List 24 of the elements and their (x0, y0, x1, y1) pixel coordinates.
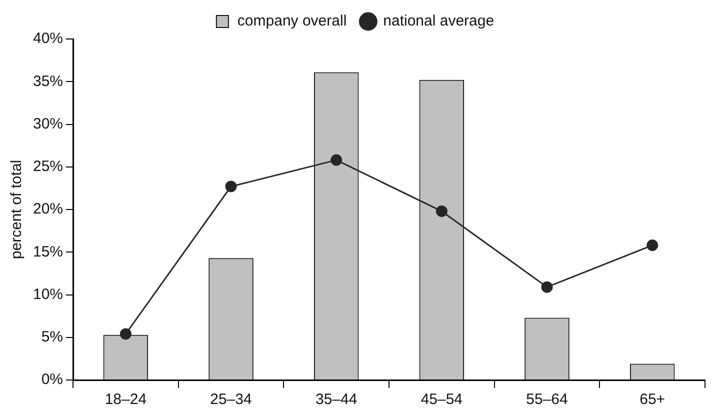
point (541, 281, 553, 293)
x-tick-label: 35–44 (315, 391, 358, 408)
point (646, 240, 658, 252)
point (225, 180, 237, 192)
y-tick-label: 10% (32, 286, 64, 303)
point (436, 205, 448, 217)
point (330, 154, 342, 166)
y-tick-label: 5% (41, 328, 64, 346)
x-tick-label: 45–54 (420, 391, 463, 408)
y-tick-label: 30% (32, 115, 64, 132)
point (120, 328, 132, 340)
y-axis-title: percent of total (8, 160, 26, 260)
y-tick-label: 40% (32, 30, 64, 48)
y-tick-label: 35% (32, 72, 64, 90)
x-tick-label: 25–34 (210, 391, 252, 408)
y-tick-label: 0% (41, 371, 64, 388)
y-tick-label: 25% (32, 158, 64, 176)
x-tick-label: 65+ (640, 391, 666, 408)
legend-label: national average (383, 12, 494, 30)
legend-label: company overall (237, 12, 347, 30)
y-tick-label: 15% (32, 243, 64, 260)
y-tick-label: 20% (32, 200, 64, 218)
x-tick-label: 55–64 (526, 391, 568, 408)
x-tick-label: 18–24 (104, 391, 147, 408)
